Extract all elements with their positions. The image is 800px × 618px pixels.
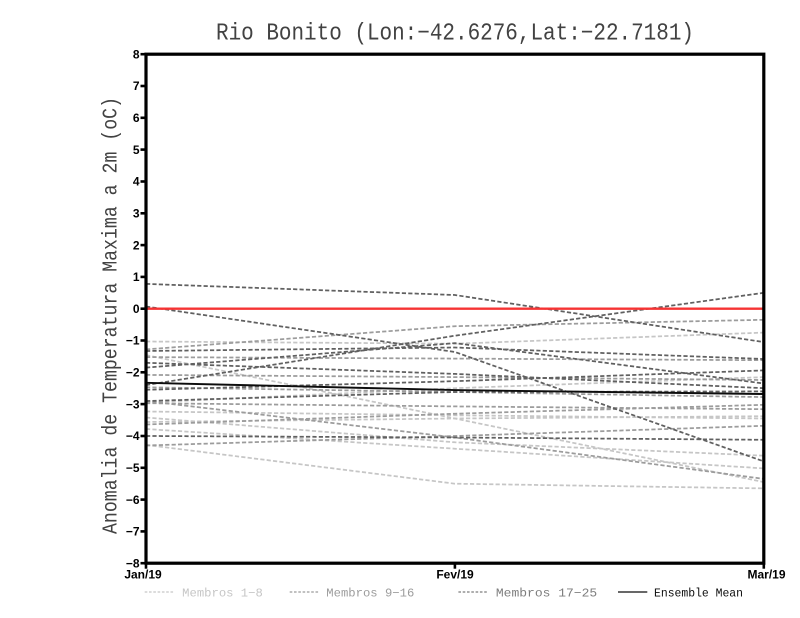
svg-text:−4: −4	[126, 429, 140, 443]
svg-text:Anomalia de Temperatura Maxima: Anomalia de Temperatura Maxima a 2m (oC)	[101, 97, 124, 534]
svg-text:Membros 9−16: Membros 9−16	[326, 586, 414, 600]
svg-text:4: 4	[133, 175, 140, 189]
svg-text:−5: −5	[126, 461, 140, 475]
svg-text:3: 3	[133, 207, 140, 221]
svg-text:Fev/19: Fev/19	[436, 568, 474, 582]
svg-text:Rio Bonito (Lon:−42.6276,Lat:−: Rio Bonito (Lon:−42.6276,Lat:−22.7181)	[216, 21, 694, 48]
svg-text:Mar/19: Mar/19	[747, 568, 785, 582]
svg-text:1: 1	[133, 270, 140, 284]
svg-text:8: 8	[133, 47, 140, 61]
svg-text:−7: −7	[126, 525, 140, 539]
svg-text:Jan/19: Jan/19	[124, 568, 162, 582]
svg-text:−6: −6	[126, 493, 140, 507]
svg-text:Membros 17−25: Membros 17−25	[496, 586, 597, 600]
svg-text:5: 5	[133, 143, 140, 157]
svg-text:−3: −3	[126, 397, 140, 411]
svg-text:0: 0	[133, 302, 140, 316]
svg-text:Membros 1−8: Membros 1−8	[182, 586, 263, 600]
svg-text:Ensemble Mean: Ensemble Mean	[654, 586, 743, 600]
svg-text:2: 2	[133, 238, 140, 252]
svg-text:−2: −2	[126, 366, 140, 380]
svg-text:6: 6	[133, 111, 140, 125]
svg-text:−1: −1	[126, 334, 140, 348]
svg-text:7: 7	[133, 79, 140, 93]
svg-text:−8: −8	[126, 556, 140, 570]
